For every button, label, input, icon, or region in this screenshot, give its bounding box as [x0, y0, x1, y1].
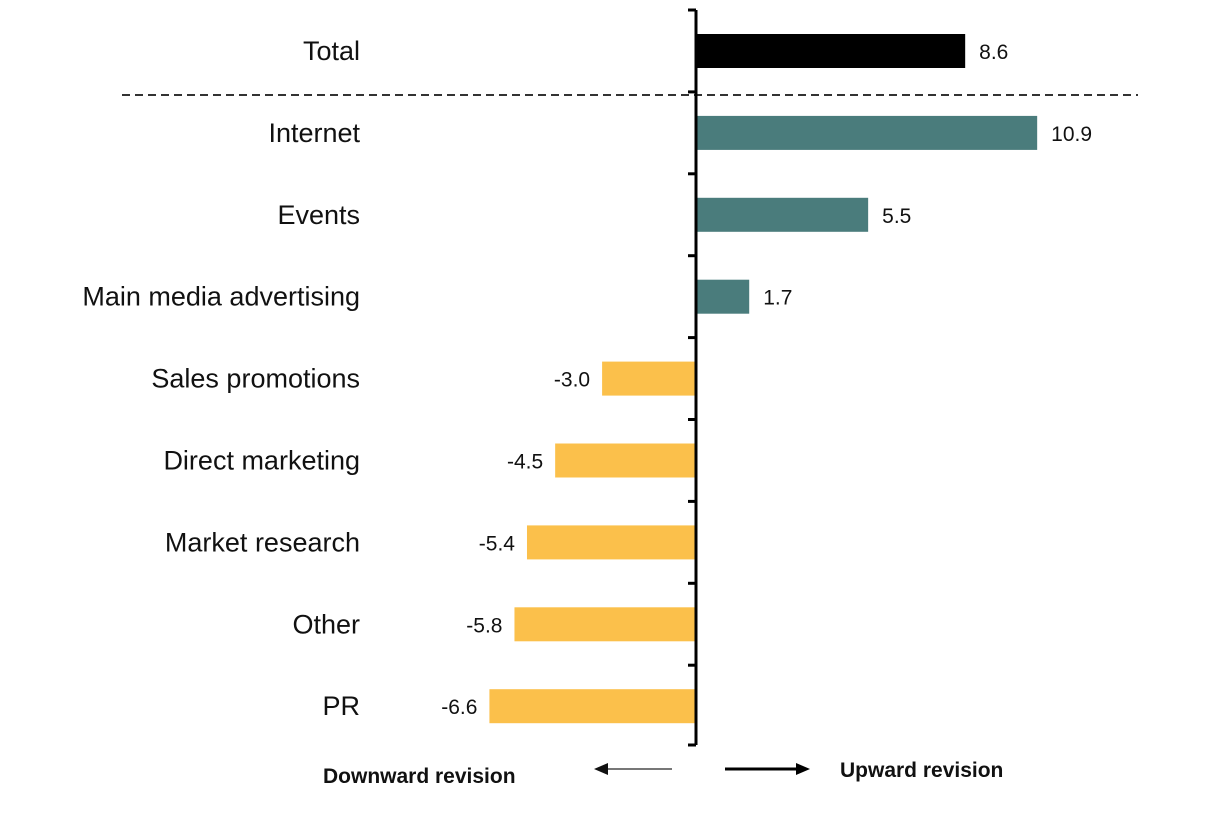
- category-label: Events: [277, 200, 360, 230]
- category-label: Direct marketing: [163, 446, 360, 476]
- bar-direct-marketing: [555, 443, 696, 478]
- category-label: Market research: [165, 527, 360, 557]
- category-label: Internet: [268, 118, 360, 148]
- data-label: -6.6: [441, 696, 477, 719]
- category-label: Total: [303, 36, 360, 66]
- right-arrowhead-icon: [796, 763, 810, 775]
- category-label: PR: [322, 691, 360, 721]
- bar-events: [696, 197, 869, 232]
- bar-sales-promotions: [602, 361, 696, 396]
- category-label: Sales promotions: [151, 364, 360, 394]
- downward-revision-label: Downward revision: [323, 765, 516, 788]
- bar-total: [696, 34, 966, 68]
- bar-main-media-advertising: [696, 279, 750, 314]
- bar-internet: [696, 115, 1038, 150]
- data-label: 1.7: [763, 287, 792, 310]
- category-label: Other: [292, 609, 360, 639]
- data-label: -3.0: [554, 369, 590, 392]
- category-label: Main media advertising: [82, 282, 360, 312]
- data-label: 8.6: [979, 41, 1008, 64]
- data-label: -5.8: [466, 614, 502, 637]
- data-label: 5.5: [882, 205, 911, 228]
- data-label: 10.9: [1051, 123, 1092, 146]
- bar-pr: [489, 689, 696, 724]
- bar-other: [514, 607, 696, 642]
- left-arrowhead-icon: [594, 763, 608, 775]
- data-label: -5.4: [479, 532, 516, 555]
- bar-market-research: [526, 525, 696, 560]
- data-label: -4.5: [507, 451, 543, 474]
- upward-revision-label: Upward revision: [840, 759, 1003, 782]
